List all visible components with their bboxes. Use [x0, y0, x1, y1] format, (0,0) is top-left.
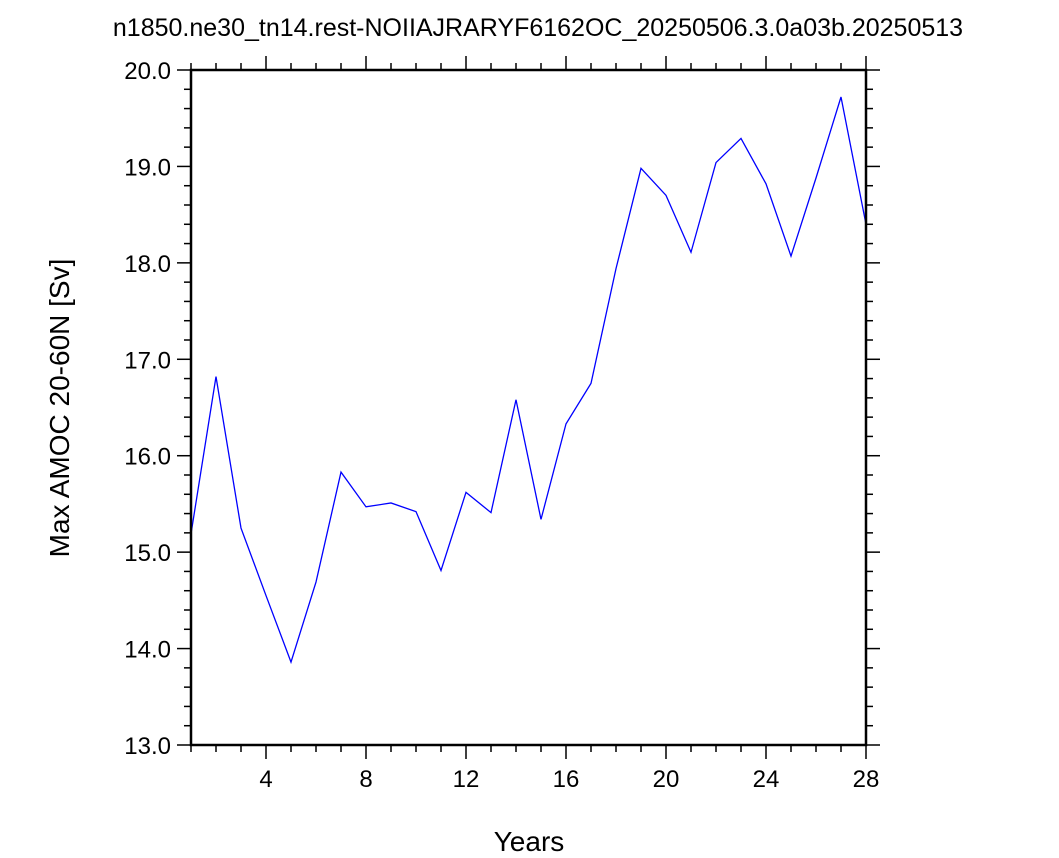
y-tick-label: 19.0: [124, 154, 171, 181]
y-tick-label: 17.0: [124, 347, 171, 374]
x-tick-label: 16: [553, 766, 580, 793]
series-line: [190, 96, 867, 665]
y-tick-label: 14.0: [124, 637, 171, 664]
x-tick-label: 24: [753, 766, 780, 793]
y-tick-label: 15.0: [124, 540, 171, 567]
y-tick-label: 18.0: [124, 251, 171, 278]
plot-frame: [189, 68, 868, 747]
y-tick-label: 20.0: [124, 58, 171, 85]
x-tick-label: 20: [653, 766, 680, 793]
y-tick-label: 16.0: [124, 444, 171, 471]
y-axis-ticks: 13.0 14.0 15.0 16.0 17.0 18.0 19.0 20.0: [124, 58, 880, 760]
x-tick-label: 12: [453, 766, 480, 793]
y-tick-label: 13.0: [124, 733, 171, 760]
chart-title: n1850.ne30_tn14.rest-NOIIAJRARYF6162OC_2…: [113, 14, 963, 42]
x-axis-label: Years: [494, 826, 565, 857]
x-tick-label: 8: [359, 766, 372, 793]
x-tick-label: 4: [259, 766, 272, 793]
x-axis-ticks: 4 8 12 16 20 24 28: [190, 56, 880, 793]
y-axis-label: Max AMOC 20-60N [Sv]: [44, 259, 75, 558]
x-tick-label: 28: [853, 766, 880, 793]
